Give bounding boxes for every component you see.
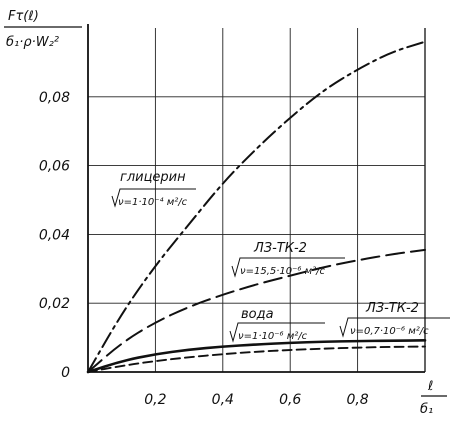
- series-line-1: [87, 248, 426, 373]
- y-tick-label: 0,02: [39, 296, 70, 312]
- x-axis-label-numerator: ℓ: [427, 379, 433, 394]
- x-tick-label: 0,2: [144, 392, 166, 408]
- x-tick-label: 0,8: [346, 392, 368, 408]
- label-glycerin: глицерин ν=1·10⁻⁴ м²/с: [111, 170, 196, 208]
- label-lz-tk2-upper: ЛЗ-ТК-2 ν=15,5·10⁻⁶ м²/с: [231, 241, 345, 278]
- label-glycerin-radical: [111, 188, 196, 208]
- y-tick-label: 0,08: [39, 90, 70, 106]
- y-axis-label-denominator: б₁·ρ·W₂²: [6, 35, 59, 50]
- y-tick-label: 0,04: [39, 227, 70, 243]
- label-lz-tk2-lower-name: ЛЗ-ТК-2: [365, 301, 419, 316]
- y-axis-label: Fτ(ℓ) б₁·ρ·W₂²: [4, 9, 82, 50]
- grid: [88, 28, 426, 372]
- series-line-2: [86, 339, 427, 374]
- series-line-0: [87, 40, 426, 373]
- label-water: вода ν=1·10⁻⁶ м²/с: [229, 307, 325, 343]
- x-axis-label-denominator: б₁: [420, 402, 433, 417]
- y-tick-label: 0: [61, 365, 70, 381]
- label-glycerin-name: глицерин: [120, 170, 186, 185]
- series-lines: [86, 40, 427, 374]
- label-lz-tk2-upper-name: ЛЗ-ТК-2: [253, 241, 307, 256]
- y-axis-label-numerator: Fτ(ℓ): [8, 9, 39, 24]
- x-tick-label: 0,6: [279, 392, 301, 408]
- label-lz-tk2-lower-viscosity: ν=0,7·10⁻⁶ м²/с: [350, 326, 429, 337]
- y-tick-label: 0,06: [39, 159, 70, 175]
- label-water-name: вода: [241, 307, 274, 322]
- tick-labels: 0,2 0,4 0,6 0,8 0 0,02 0,04 0,06 0,08: [39, 90, 369, 408]
- label-glycerin-viscosity: ν=1·10⁻⁴ м²/с: [118, 196, 188, 208]
- label-lz-tk2-upper-radical: [231, 257, 345, 278]
- x-tick-label: 0,4: [212, 392, 234, 408]
- axes: [87, 24, 425, 373]
- label-lz-tk2-lower: ЛЗ-ТК-2 ν=0,7·10⁻⁶ м²/с: [339, 301, 450, 338]
- series-line-3: [87, 345, 426, 373]
- x-axis-label: ℓ б₁: [420, 379, 447, 417]
- label-lz-tk2-upper-viscosity: ν=15,5·10⁻⁶ м²/с: [240, 266, 326, 277]
- label-lz-tk2-lower-radical: [339, 317, 450, 338]
- label-water-radical: [229, 322, 325, 343]
- label-water-viscosity: ν=1·10⁻⁶ м²/с: [238, 331, 308, 342]
